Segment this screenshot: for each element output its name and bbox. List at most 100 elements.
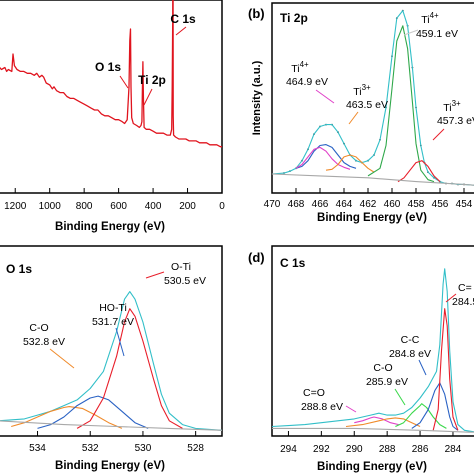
panel-b-title: Ti 2p xyxy=(280,11,308,25)
panel-b-annotation-ti3-main: Ti3+ xyxy=(443,99,461,114)
panel-a-annotation-o1s: O 1s xyxy=(95,60,121,74)
panel-b-series-4-line xyxy=(325,154,375,173)
panel-d-x-tick-label: 284 xyxy=(445,444,462,455)
panel-b: (b) Ti 2p Intensity (a.u.) 470 468 466 464 4… xyxy=(248,2,474,224)
panel-c-title: O 1s xyxy=(6,262,32,276)
panel-d-annotation-cc-energy: 284.8 eV xyxy=(389,348,431,360)
panel-a-x-tick-label: 1000 xyxy=(39,201,62,212)
panel-d-series-2-line xyxy=(345,417,421,428)
panel-a-x-tick-label: 400 xyxy=(145,201,162,212)
panel-c-annotation-co: C-O xyxy=(29,322,48,334)
panel-b-x-tick-label: 470 xyxy=(264,199,281,210)
panel-a-x-tick-label: 600 xyxy=(110,201,127,212)
panel-a-plot: 1200 1000 800 600 400 200 0 xyxy=(0,0,225,212)
panel-c-arrow-oti xyxy=(145,271,165,279)
panel-b-label: (b) xyxy=(248,6,265,21)
panel-c-x-tick-label: 528 xyxy=(187,443,204,454)
panel-b-annotation-ti4-side-element: Ti xyxy=(291,63,299,75)
panel-a-annotation-ti2p: Ti 2p xyxy=(138,73,166,87)
panel-c-x-tick-label: 532 xyxy=(82,443,99,454)
panel-b-arrow-ti3-main xyxy=(432,128,445,141)
panel-c-arrow-co xyxy=(49,348,75,369)
panel-b-plot: 470 468 466 464 462 460 458 456 454 xyxy=(264,9,474,210)
panel-b-series-2-line xyxy=(295,144,357,169)
panel-c-series-2-line xyxy=(37,395,149,429)
panel-b-annotation-ti3-side-sup: 3+ xyxy=(362,83,371,92)
panel-d-frame xyxy=(271,245,474,437)
panel-b-arrow-ti4-main xyxy=(403,29,419,36)
panel-d-plot: 294 292 290 288 286 284 xyxy=(271,268,474,455)
panel-b-arrow-ti4-side xyxy=(315,89,335,104)
panel-d-series-3-line xyxy=(395,403,447,429)
panel-b-series-1-line xyxy=(271,10,474,186)
panel-b-annotation-ti3-side-element: Ti xyxy=(353,86,361,98)
panel-d-x-axis-label: Binding Energy (eV) xyxy=(317,461,427,473)
panel-a-x-tick-label: 200 xyxy=(179,201,196,212)
panel-b-annotation-ti3-side: Ti3+ xyxy=(353,83,371,98)
panel-b-x-axis-label: Binding Energy (eV) xyxy=(317,212,427,224)
panel-b-x-tick-label: 462 xyxy=(360,199,377,210)
panel-b-annotation-ti4-side-energy: 464.9 eV xyxy=(286,76,328,88)
panel-b-series-7-line xyxy=(271,173,474,186)
panel-c-series-3-line xyxy=(76,308,183,429)
panel-d-annotation-c-o-double-energy: 288.8 eV xyxy=(301,401,343,413)
panel-d-annotation-c-o-double: C=O xyxy=(303,387,325,399)
panel-b-annotation-ti3-main-sup: 3+ xyxy=(452,99,461,108)
panel-b-x-tick-label: 456 xyxy=(432,199,449,210)
panel-b-series-3-line xyxy=(295,146,351,170)
panel-a-arrow-ti2p xyxy=(143,88,153,106)
panel-b-frame xyxy=(271,2,474,194)
panel-a-x-tick-label: 800 xyxy=(76,201,93,212)
panel-b-annotation-ti4-side-sup: 4+ xyxy=(300,60,309,69)
panel-c-annotation-oti: O-Ti xyxy=(171,261,191,273)
panel-b-annotation-ti4-main-element: Ti xyxy=(421,14,429,26)
panel-d-arrow-c-double xyxy=(445,293,457,303)
panel-d-x-tick-label: 294 xyxy=(280,444,297,455)
panel-c-annotation-co-energy: 532.8 eV xyxy=(23,336,65,348)
panel-d: (d) C 1s 294 292 290 288 286 284 C= 284.5 C-C… xyxy=(248,245,474,473)
panel-a-frame xyxy=(0,0,223,194)
panel-c-annotation-hoti: HO-Ti xyxy=(99,302,127,314)
panel-a-series-0-line xyxy=(0,0,222,148)
panel-b-y-axis-label: Intensity (a.u.) xyxy=(251,60,263,135)
panel-d-x-tick-label: 288 xyxy=(379,444,396,455)
panel-b-series-5-line xyxy=(367,25,435,183)
panel-b-annotation-ti4-side: Ti4+ xyxy=(291,60,309,75)
panel-c-annotation-oti-energy: 530.5 eV xyxy=(164,275,206,287)
panel-a: 1200 1000 800 600 400 200 0 O 1s Ti 2p C 1s Bi… xyxy=(0,0,225,233)
panel-b-annotation-ti4-main: Ti4+ xyxy=(421,11,439,26)
panel-a-x-tick-label: 1200 xyxy=(4,201,27,212)
panel-c-x-tick-label: 530 xyxy=(135,443,152,454)
panel-d-x-tick-label: 290 xyxy=(346,444,363,455)
panel-d-annotation-c-double-energy: 284.5 xyxy=(452,296,474,308)
panel-a-arrow-c1s xyxy=(175,26,187,36)
panel-c-series-4-line xyxy=(0,420,223,431)
panel-a-arrow-o1s xyxy=(119,75,129,89)
panel-d-arrow-c-o-double xyxy=(345,405,357,413)
panel-b-annotation-ti4-main-sup: 4+ xyxy=(430,11,439,20)
panel-d-series-6-line xyxy=(272,427,474,433)
panel-d-annotation-co: C-O xyxy=(373,362,392,374)
panel-a-x-axis-label: Binding Energy (eV) xyxy=(55,221,165,233)
panel-b-arrow-ti3-side xyxy=(348,111,359,125)
panel-d-annotation-co-energy: 285.9 eV xyxy=(366,376,408,388)
panel-b-x-tick-label: 468 xyxy=(288,199,305,210)
panel-a-x-tick-label: 0 xyxy=(219,201,225,212)
panel-c-frame xyxy=(0,245,223,437)
panel-b-annotation-ti4-main-energy: 459.1 eV xyxy=(416,28,458,40)
panel-c-arrow-hoti xyxy=(115,327,125,357)
panel-d-annotation-c-double: C= xyxy=(458,282,472,294)
panel-c-plot: 534 532 530 528 xyxy=(0,291,223,454)
panel-b-annotation-ti3-side-energy: 463.5 eV xyxy=(346,99,388,111)
panel-c: O 1s 534 532 530 528 O-Ti 530.5 eV HO-Ti 53… xyxy=(0,245,223,472)
panel-d-label: (d) xyxy=(248,250,265,265)
panel-d-series-5-line xyxy=(432,308,459,431)
panel-d-x-tick-label: 286 xyxy=(412,444,429,455)
panel-d-arrow-co xyxy=(394,388,406,406)
panel-b-annotation-ti3-main-element: Ti xyxy=(443,102,451,114)
panel-d-annotation-cc: C-C xyxy=(401,334,420,346)
panel-c-annotation-hoti-energy: 531.7 eV xyxy=(92,316,134,328)
panel-d-series-1-line xyxy=(354,416,399,426)
panel-c-series-1-line xyxy=(11,406,123,429)
panel-b-x-tick-label: 460 xyxy=(384,199,401,210)
